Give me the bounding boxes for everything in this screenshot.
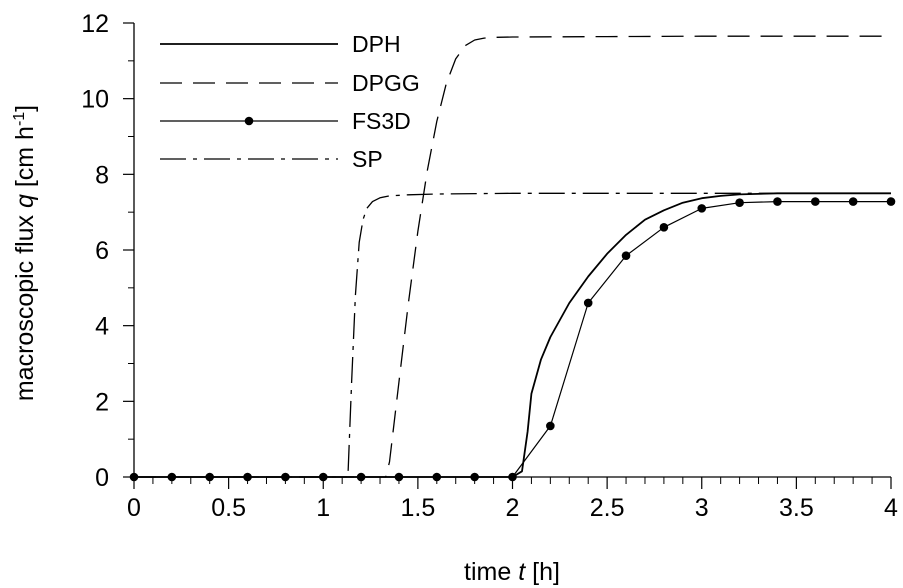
x-tick-label: 4 <box>884 494 898 522</box>
x-tick-label: 2 <box>506 494 520 522</box>
x-axis-title: time t [h] <box>464 558 560 586</box>
data-point-fs3d <box>735 198 744 208</box>
y-tick-label: 4 <box>95 313 109 341</box>
legend: DPH DPGG FS3D SP <box>160 31 420 172</box>
x-tick-label: 3.5 <box>779 494 814 522</box>
y-tick-label: 6 <box>95 237 109 265</box>
legend-label-dph: DPH <box>352 31 401 57</box>
data-point-fs3d <box>697 204 707 213</box>
y-tick-label: 12 <box>81 10 109 38</box>
x-tick-label: 1.5 <box>400 494 435 522</box>
legend-label-fs3d: FS3D <box>352 108 411 134</box>
plot-area <box>134 35 891 478</box>
fs3d-markers <box>129 197 896 482</box>
legend-label-sp: SP <box>352 146 383 172</box>
axes <box>123 22 892 489</box>
x-tick-label: 1 <box>316 494 330 522</box>
x-tick-label: 0.5 <box>211 494 246 522</box>
y-tick-label: 0 <box>95 464 109 492</box>
data-point-fs3d <box>659 223 669 232</box>
legend-label-dpgg: DPGG <box>352 70 420 96</box>
y-tick-label: 2 <box>95 388 109 416</box>
y-tick-label: 8 <box>95 161 109 189</box>
series-line-fs3d <box>134 201 891 478</box>
data-point-fs3d <box>621 251 631 260</box>
y-tick-label: 10 <box>81 86 109 114</box>
data-point-fs3d <box>583 298 593 308</box>
series-line-sp <box>134 192 891 478</box>
series-line-dph <box>134 192 891 478</box>
data-point-fs3d <box>546 421 555 431</box>
data-point-fs3d <box>886 197 896 206</box>
minor-ticks <box>128 60 873 484</box>
legend-marker-fs3d <box>244 116 254 126</box>
data-point-fs3d <box>773 197 782 206</box>
y-axis-title: macroscopic flux q [cm h-1] <box>11 105 39 401</box>
series-line-dpgg <box>134 35 891 478</box>
data-point-fs3d <box>848 197 858 206</box>
x-tick-label: 3 <box>695 494 709 522</box>
x-tick-label: 0 <box>127 494 141 522</box>
tick-labels: 0 0.5 1 1.5 2 2.5 3 3.5 4 0 2 4 6 8 10 12 <box>81 10 898 522</box>
data-point-fs3d <box>811 197 820 206</box>
x-tick-label: 2.5 <box>590 494 625 522</box>
